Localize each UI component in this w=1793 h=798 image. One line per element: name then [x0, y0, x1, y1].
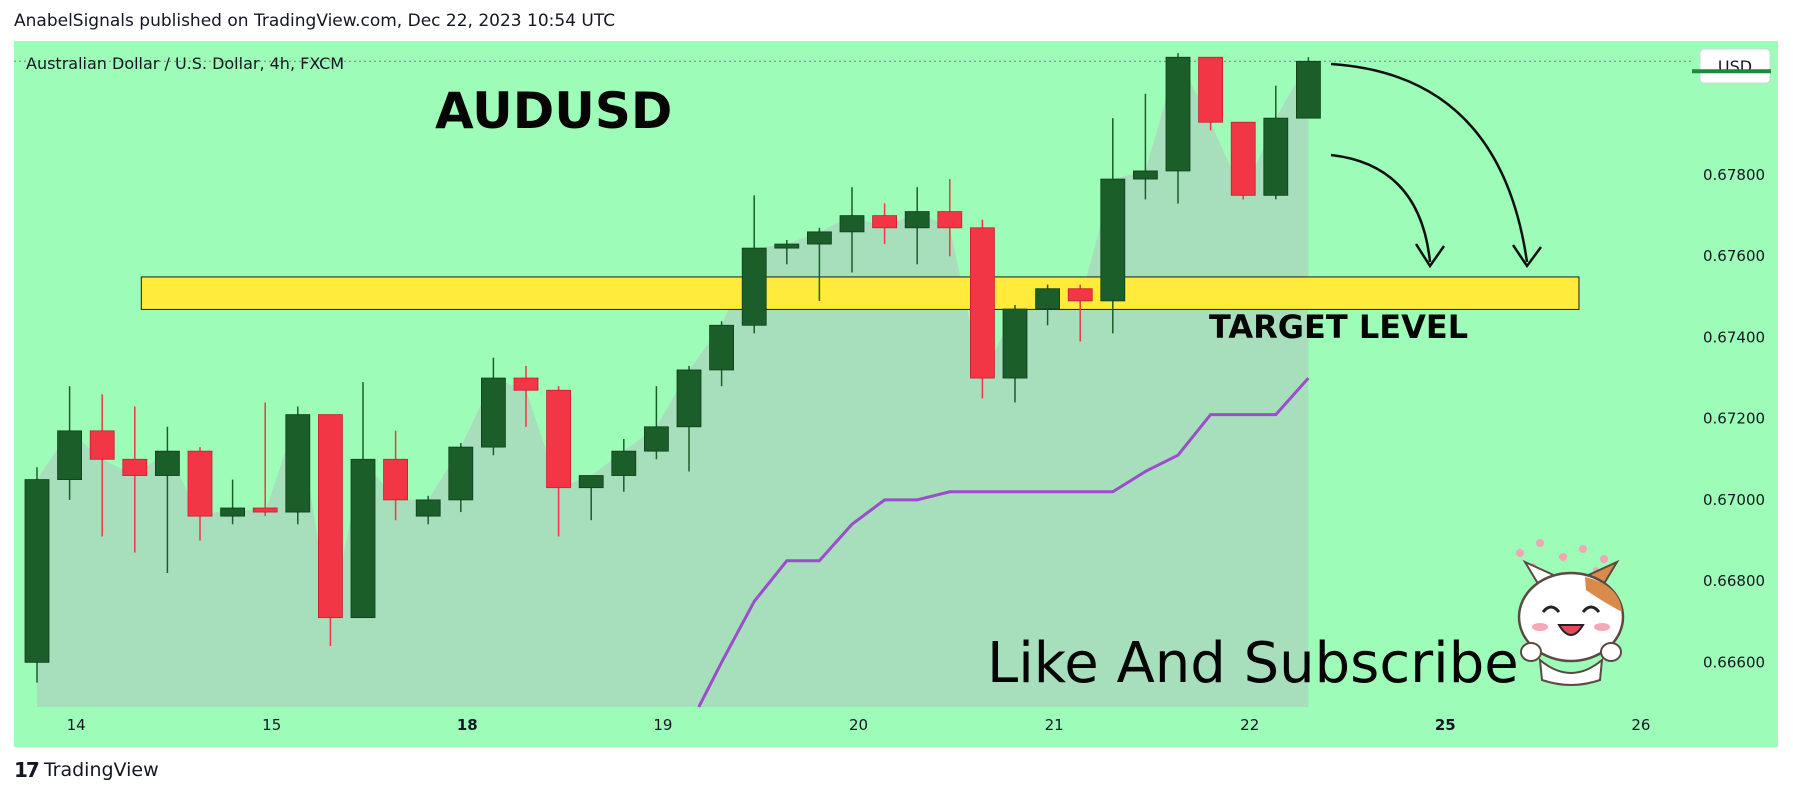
- date-tick-label: 25: [1435, 716, 1456, 734]
- date-tick-label: 26: [1631, 716, 1650, 734]
- time-axis-labels: 14 15 18 19 20 21 22 25 26: [67, 716, 1651, 734]
- date-tick-label: 15: [262, 716, 281, 734]
- tradingview-footer[interactable]: 17 TradingView: [14, 758, 159, 782]
- candle: [578, 475, 604, 521]
- date-tick-label: 19: [653, 716, 672, 734]
- candle: [937, 179, 963, 257]
- target-level-label: TARGET LEVEL: [1209, 308, 1468, 346]
- candle: [89, 394, 115, 537]
- candle: [1100, 118, 1126, 334]
- candle: [1230, 121, 1256, 200]
- candle: [252, 402, 278, 517]
- candle: [741, 195, 767, 334]
- date-tick-label: 14: [67, 716, 86, 734]
- candle: [774, 239, 800, 265]
- candle: [415, 495, 441, 525]
- cat-sticker-icon: [1516, 539, 1625, 686]
- candle: [611, 438, 637, 492]
- price-tick-label: 0.67200: [1703, 410, 1765, 428]
- price-tick-label: 0.67600: [1703, 247, 1765, 265]
- indicator-line: [697, 377, 1310, 708]
- date-tick-label: 18: [457, 716, 478, 734]
- candle: [644, 386, 669, 460]
- candle: [448, 443, 474, 513]
- candle: [317, 414, 343, 647]
- date-tick-label: 20: [849, 716, 868, 734]
- candle: [1133, 93, 1158, 200]
- target-zone: [140, 276, 1580, 310]
- price-axis-labels: 0.67800 0.67600 0.67400 0.67200 0.67000 0.668…: [1703, 166, 1765, 671]
- candle: [872, 203, 897, 245]
- candle: [546, 386, 571, 537]
- like-subscribe-text: Like And Subscribe: [987, 631, 1519, 696]
- candle: [383, 430, 409, 521]
- candle: [807, 227, 832, 301]
- candle: [513, 365, 539, 427]
- usd-button[interactable]: [1699, 48, 1771, 84]
- price-tick-label: 0.67400: [1703, 328, 1765, 346]
- candle: [187, 447, 213, 541]
- price-scale: [1692, 41, 1778, 707]
- candle: [350, 382, 376, 619]
- candle: [970, 219, 995, 399]
- candle: [1296, 57, 1321, 119]
- candle: [904, 187, 930, 265]
- candle: [122, 406, 148, 553]
- candle: [709, 321, 734, 387]
- candle: [154, 426, 180, 573]
- candle: [24, 467, 50, 683]
- chart-title-annotation: AUDUSD: [435, 82, 672, 140]
- candle: [1002, 304, 1028, 403]
- date-tick-label: 21: [1045, 716, 1064, 734]
- price-tick-label: 0.67800: [1703, 166, 1765, 184]
- candle: [1035, 284, 1060, 326]
- candle: [839, 187, 865, 273]
- candle: [1165, 53, 1191, 204]
- date-tick-label: 22: [1240, 716, 1259, 734]
- candle: [1198, 56, 1223, 131]
- symbol-line: Australian Dollar / U.S. Dollar, 4h, FXC…: [26, 54, 344, 73]
- candle: [480, 357, 506, 456]
- candle: [1067, 284, 1093, 342]
- candle: [676, 365, 702, 472]
- arrow-short-icon: [1330, 153, 1446, 269]
- tradingview-logo-text: TradingView: [43, 759, 159, 781]
- publish-line: AnabelSignals published on TradingView.c…: [14, 11, 616, 31]
- arrow-long-icon: [1330, 62, 1543, 269]
- candle: [57, 386, 82, 500]
- price-tick-label: 0.66600: [1703, 653, 1765, 671]
- tradingview-logo-icon: 17: [14, 758, 40, 782]
- price-tick-label: 0.67000: [1703, 491, 1765, 509]
- candle: [220, 479, 246, 525]
- candle: [285, 406, 311, 525]
- candle: [1263, 85, 1289, 200]
- price-tick-label: 0.66800: [1703, 572, 1765, 590]
- candles: [24, 53, 1321, 683]
